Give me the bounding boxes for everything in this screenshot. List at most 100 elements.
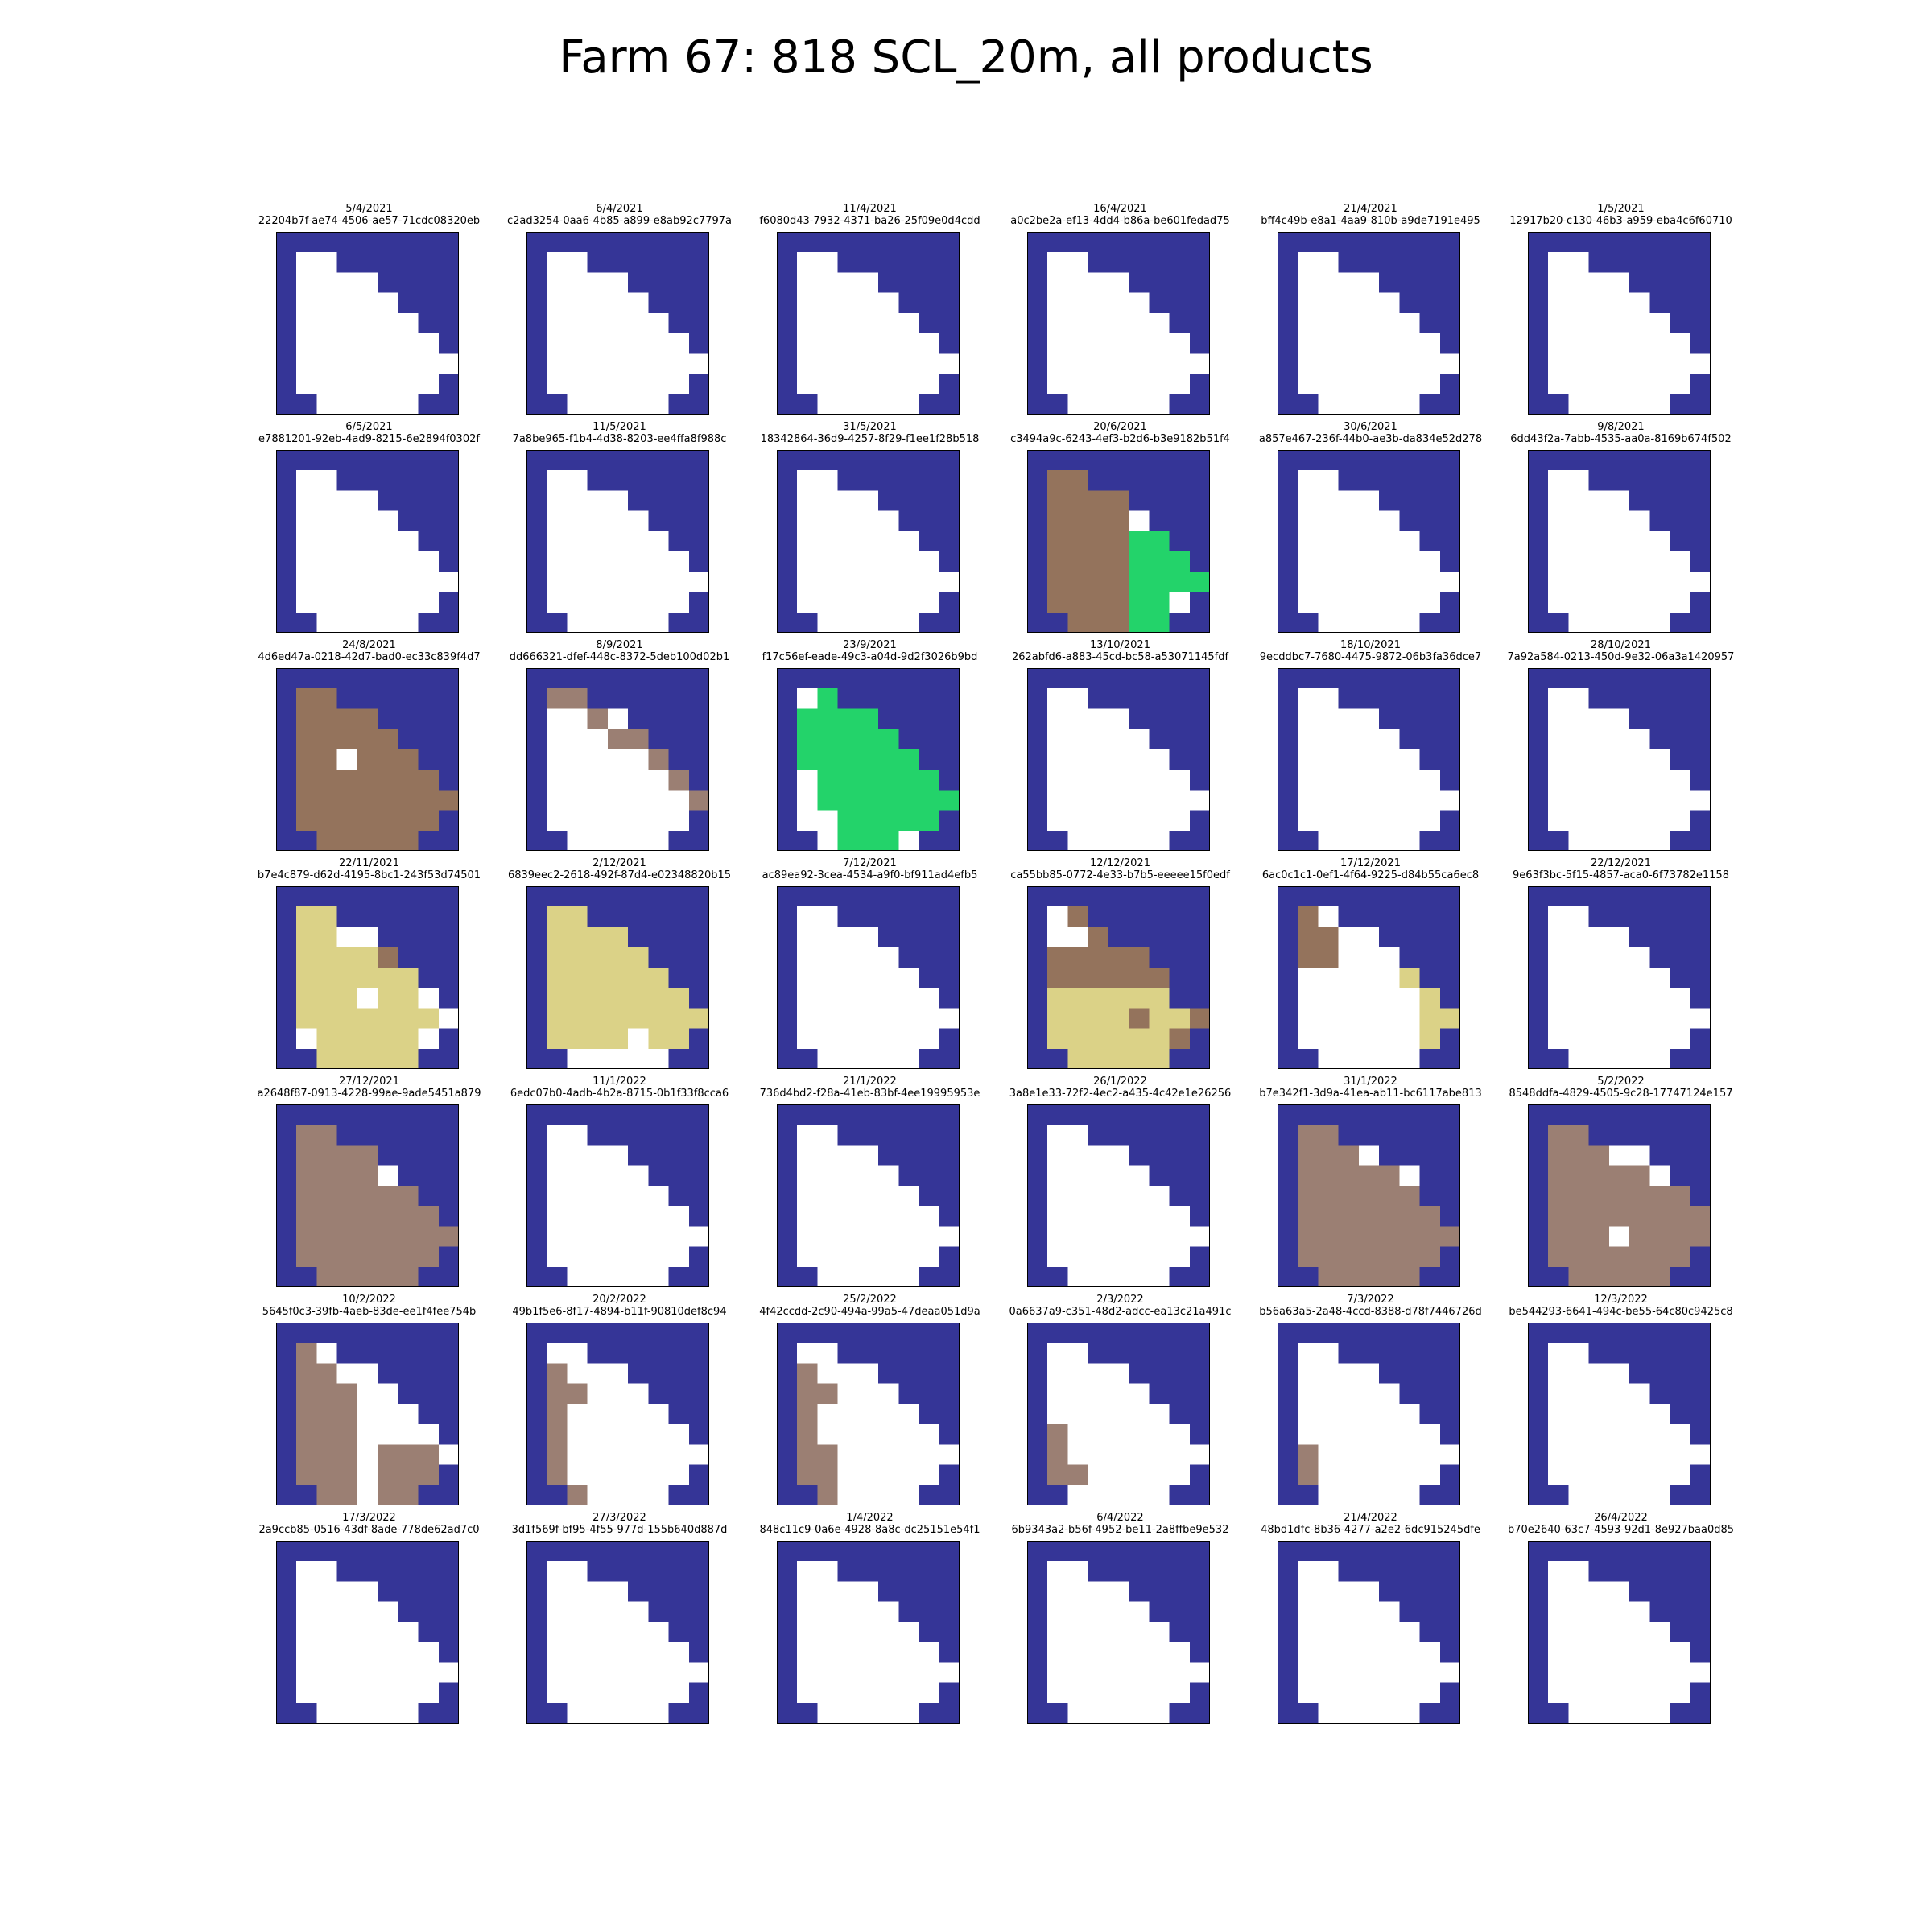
raster-cell	[797, 1662, 819, 1684]
raster-cell	[418, 1444, 440, 1466]
raster-cell	[919, 1444, 940, 1466]
raster-cell	[1318, 1484, 1340, 1505]
raster-cell	[878, 1246, 899, 1268]
raster-cell	[939, 272, 960, 294]
raster-cell	[1629, 394, 1650, 415]
raster-cell	[1047, 1343, 1069, 1364]
raster-cell	[1399, 353, 1421, 375]
raster-cell	[567, 1484, 588, 1505]
raster-cell	[547, 252, 568, 274]
raster-cell	[567, 470, 588, 492]
raster-cell	[919, 1125, 940, 1146]
raster-cell	[357, 272, 378, 294]
raster-cell	[316, 1206, 338, 1227]
raster-cell	[797, 510, 819, 532]
scl-panel: 20/6/2021 c3494a9c-6243-4ef3-b2d6-b3e9182…	[994, 421, 1246, 633]
raster-cell	[1629, 947, 1650, 968]
raster-cell	[1528, 668, 1549, 689]
raster-cell	[1399, 1682, 1421, 1704]
raster-cell	[276, 810, 297, 832]
raster-cell	[1649, 830, 1671, 851]
raster-cell	[1108, 272, 1129, 294]
raster-cell	[1298, 1266, 1319, 1287]
raster-cell	[668, 1464, 690, 1486]
raster-cell	[878, 688, 899, 710]
raster-cell	[357, 688, 378, 710]
raster-cell	[357, 1008, 378, 1030]
raster-cell	[1318, 1323, 1340, 1344]
raster-cell	[1548, 688, 1570, 710]
raster-cell	[1189, 1464, 1210, 1486]
raster-cell	[1088, 1642, 1109, 1663]
raster-cell	[587, 1266, 609, 1287]
raster-cell	[1067, 947, 1089, 968]
raster-cell	[648, 551, 670, 572]
raster-cell	[1108, 252, 1129, 274]
raster-cell	[878, 886, 899, 907]
raster-cell	[547, 1662, 568, 1684]
raster-cell	[1649, 688, 1671, 710]
raster-cell	[668, 1581, 690, 1603]
raster-cell	[1298, 927, 1319, 948]
raster-cell	[418, 1125, 440, 1146]
panel-id-label: 3d1f569f-bf95-4f55-977d-155b640d887d	[511, 1524, 728, 1536]
raster-cell	[1629, 1125, 1650, 1146]
raster-cell	[1629, 1561, 1650, 1583]
raster-cell	[1189, 232, 1210, 253]
raster-cell	[878, 1383, 899, 1405]
raster-cell	[1129, 708, 1150, 730]
raster-cell	[1670, 1165, 1691, 1187]
raster-cell	[688, 292, 709, 314]
raster-cell	[1419, 1424, 1441, 1445]
scl-raster	[526, 886, 709, 1069]
raster-cell	[1670, 906, 1691, 928]
raster-cell	[336, 1621, 358, 1643]
raster-cell	[648, 272, 670, 294]
raster-cell	[1067, 1601, 1089, 1623]
raster-cell	[547, 1343, 568, 1364]
raster-cell	[587, 1028, 609, 1050]
raster-cell	[1298, 1703, 1319, 1724]
raster-cell	[1548, 967, 1570, 989]
raster-cell	[837, 1403, 859, 1425]
raster-cell	[1670, 592, 1691, 613]
raster-cell	[1548, 510, 1570, 532]
raster-cell	[1067, 668, 1089, 689]
raster-cell	[1169, 1266, 1191, 1287]
raster-cell	[1047, 770, 1069, 791]
raster-cell	[526, 886, 547, 907]
raster-cell	[1379, 668, 1400, 689]
raster-cell	[668, 1703, 690, 1724]
raster-cell	[1399, 1403, 1421, 1425]
raster-cell	[316, 1484, 338, 1505]
raster-cell	[1278, 1642, 1298, 1663]
raster-cell	[837, 1048, 859, 1069]
raster-cell	[1399, 612, 1421, 633]
raster-cell	[817, 1028, 839, 1050]
raster-cell	[1629, 1621, 1650, 1643]
raster-cell	[587, 272, 609, 294]
raster-cell	[797, 1601, 819, 1623]
panel-date-label: 7/12/2021	[843, 857, 897, 869]
raster-cell	[418, 1403, 440, 1425]
raster-cell	[688, 470, 709, 492]
scl-raster	[777, 232, 960, 415]
raster-cell	[857, 1104, 879, 1125]
raster-cell	[1670, 1266, 1691, 1287]
raster-cell	[1629, 592, 1650, 613]
raster-cell	[316, 1363, 338, 1385]
raster-cell	[919, 1403, 940, 1425]
raster-cell	[837, 1028, 859, 1050]
raster-cell	[1189, 1145, 1210, 1166]
raster-cell	[398, 551, 419, 572]
raster-cell	[378, 1266, 398, 1287]
raster-cell	[1149, 830, 1170, 851]
raster-cell	[628, 1028, 649, 1050]
raster-cell	[1298, 770, 1319, 791]
raster-cell	[1129, 688, 1150, 710]
raster-cell	[1129, 1383, 1150, 1405]
raster-cell	[1358, 530, 1380, 552]
raster-cell	[668, 1403, 690, 1425]
raster-cell	[526, 394, 547, 415]
raster-cell	[1379, 1621, 1400, 1643]
